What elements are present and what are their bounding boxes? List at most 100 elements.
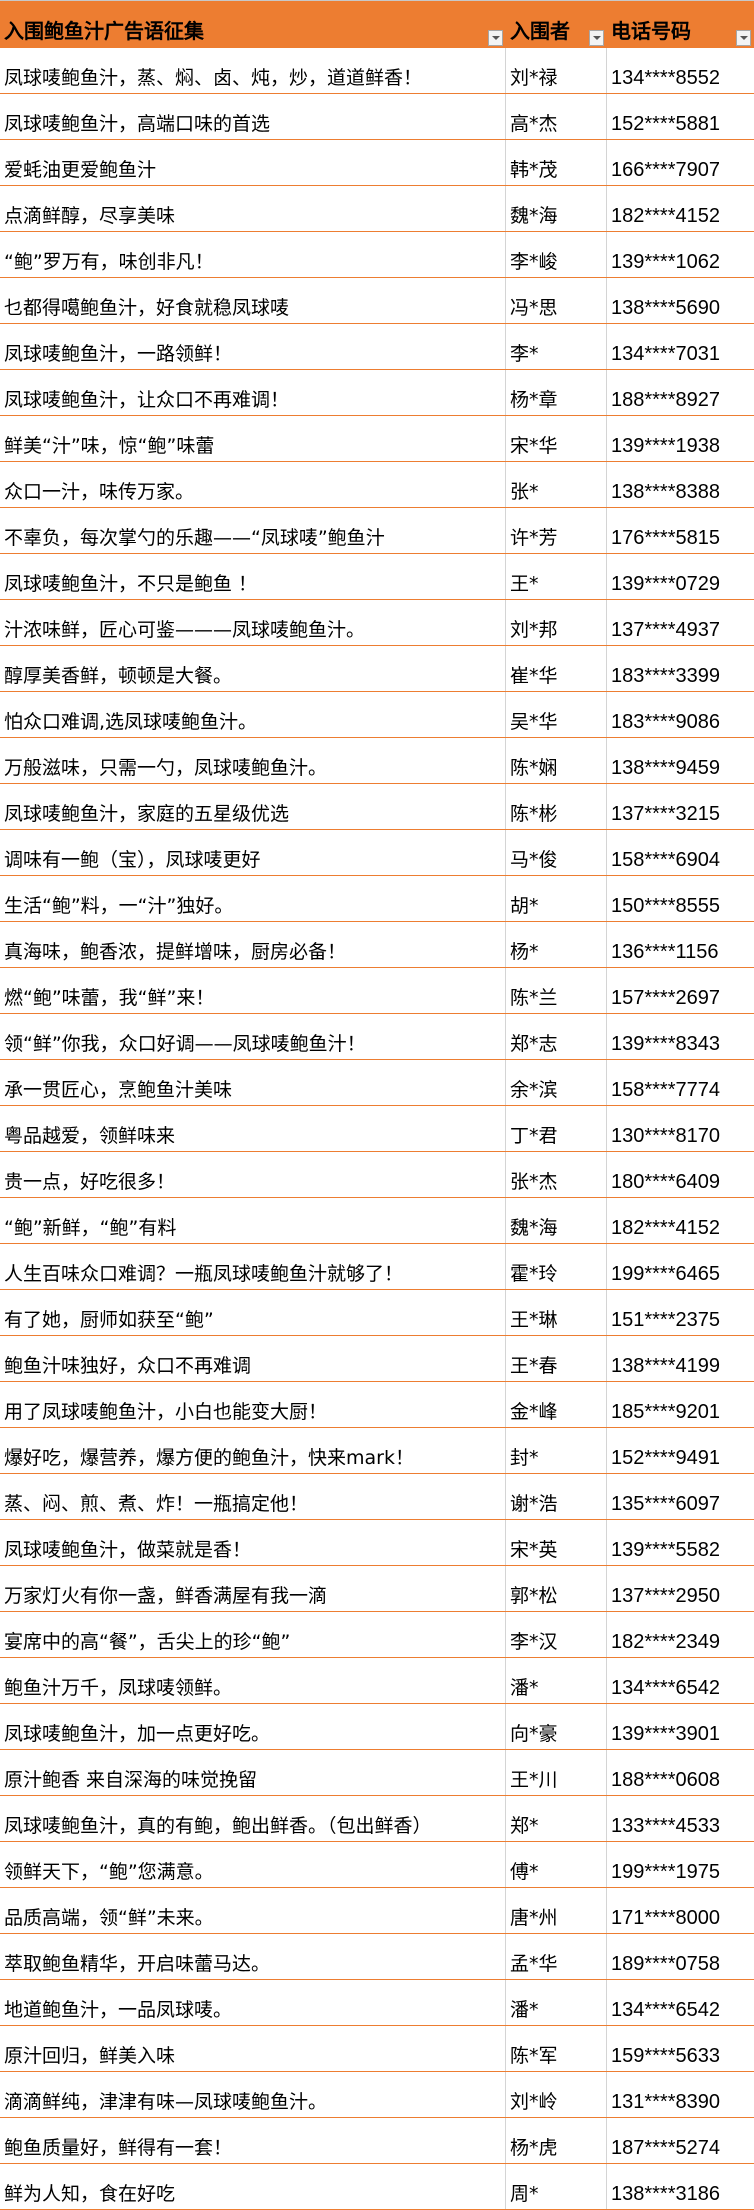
slogan-cell[interactable]: 领鲜天下，“鲍”您满意。 — [0, 1842, 506, 1887]
phone-cell[interactable]: 166****7907 — [611, 159, 720, 181]
slogan-cell[interactable]: 鲜为人知，食在好吃 — [0, 2164, 506, 2209]
finalist-cell[interactable]: 向*豪 — [506, 1704, 607, 1749]
finalist-cell[interactable]: 杨*章 — [506, 370, 607, 415]
finalist-cell[interactable]: 陈*彬 — [506, 784, 607, 829]
phone-cell[interactable]: 176****5815 — [611, 527, 720, 549]
header-cell-phone[interactable]: 电话号码 — [607, 1, 754, 48]
finalist-cell[interactable]: 韩*茂 — [506, 140, 607, 185]
slogan-cell[interactable]: 鲍鱼质量好，鲜得有一套！ — [0, 2118, 506, 2163]
phone-cell[interactable]: 182****4152 — [611, 1217, 720, 1239]
slogan-cell[interactable]: 有了她，厨师如获至“鲍” — [0, 1290, 506, 1335]
slogan-cell[interactable]: 用了凤球唛鲍鱼汁，小白也能变大厨！ — [0, 1382, 506, 1427]
finalist-cell[interactable]: 张*杰 — [506, 1152, 607, 1197]
slogan-cell[interactable]: 鲍鱼汁味独好，众口不再难调 — [0, 1336, 506, 1381]
slogan-cell[interactable]: 地道鲍鱼汁，一品凤球唛。 — [0, 1980, 506, 2025]
slogan-cell[interactable]: 爆好吃，爆营养，爆方便的鲍鱼汁，快来mark！ — [0, 1428, 506, 1473]
finalist-cell[interactable]: 王* — [506, 554, 607, 599]
phone-cell[interactable]: 152****9491 — [611, 1447, 720, 1469]
slogan-cell[interactable]: 汁浓味鲜，匠心可鉴———凤球唛鲍鱼汁。 — [0, 600, 506, 645]
finalist-cell[interactable]: 宋*华 — [506, 416, 607, 461]
slogan-cell[interactable]: 凤球唛鲍鱼汁，一路领鲜！ — [0, 324, 506, 369]
phone-cell[interactable]: 159****5633 — [611, 2045, 720, 2067]
finalist-cell[interactable]: 许*芳 — [506, 508, 607, 553]
finalist-cell[interactable]: 王*春 — [506, 1336, 607, 1381]
finalist-cell[interactable]: 霍*玲 — [506, 1244, 607, 1289]
dropdown-filter-icon[interactable] — [736, 30, 751, 46]
phone-cell[interactable]: 134****6542 — [611, 1999, 720, 2021]
slogan-cell[interactable]: 宴席中的高“餐”，舌尖上的珍“鲍” — [0, 1612, 506, 1657]
slogan-cell[interactable]: 人生百味众口难调？一瓶凤球唛鲍鱼汁就够了！ — [0, 1244, 506, 1289]
slogan-cell[interactable]: 凤球唛鲍鱼汁，高端口味的首选 — [0, 94, 506, 139]
phone-cell[interactable]: 158****7774 — [611, 1079, 720, 1101]
slogan-cell[interactable]: 原汁回归，鲜美入味 — [0, 2026, 506, 2071]
slogan-cell[interactable]: 众口一汁，味传万家。 — [0, 462, 506, 507]
finalist-cell[interactable]: 马*俊 — [506, 830, 607, 875]
finalist-cell[interactable]: 郑*志 — [506, 1014, 607, 1059]
phone-cell[interactable]: 171****8000 — [611, 1907, 720, 1929]
phone-cell[interactable]: 199****6465 — [611, 1263, 720, 1285]
slogan-cell[interactable]: 凤球唛鲍鱼汁，蒸、焖、卤、炖，炒，道道鲜香！ — [0, 48, 506, 93]
slogan-cell[interactable]: 不辜负，每次掌勺的乐趣——“凤球唛”鲍鱼汁 — [0, 508, 506, 553]
finalist-cell[interactable]: 张* — [506, 462, 607, 507]
phone-cell[interactable]: 151****2375 — [611, 1309, 720, 1331]
phone-cell[interactable]: 139****1938 — [611, 435, 720, 457]
phone-cell[interactable]: 138****9459 — [611, 757, 720, 779]
finalist-cell[interactable]: 郭*松 — [506, 1566, 607, 1611]
phone-cell[interactable]: 139****5582 — [611, 1539, 720, 1561]
slogan-cell[interactable]: 爱蚝油更爱鲍鱼汁 — [0, 140, 506, 185]
phone-cell[interactable]: 199****1975 — [611, 1861, 720, 1883]
phone-cell[interactable]: 183****3399 — [611, 665, 720, 687]
finalist-cell[interactable]: 唐*州 — [506, 1888, 607, 1933]
phone-cell[interactable]: 136****1156 — [611, 941, 719, 963]
finalist-cell[interactable]: 吴*华 — [506, 692, 607, 737]
finalist-cell[interactable]: 冯*思 — [506, 278, 607, 323]
slogan-cell[interactable]: 点滴鲜醇，尽享美味 — [0, 186, 506, 231]
finalist-cell[interactable]: 宋*英 — [506, 1520, 607, 1565]
finalist-cell[interactable]: 杨*虎 — [506, 2118, 607, 2163]
phone-cell[interactable]: 134****6542 — [611, 1677, 720, 1699]
slogan-cell[interactable]: 贵一点，好吃很多！ — [0, 1152, 506, 1197]
slogan-cell[interactable]: 万般滋味，只需一勺，凤球唛鲍鱼汁。 — [0, 738, 506, 783]
phone-cell[interactable]: 138****4199 — [611, 1355, 720, 1377]
finalist-cell[interactable]: 魏*海 — [506, 186, 607, 231]
phone-cell[interactable]: 138****3186 — [611, 2183, 720, 2205]
phone-cell[interactable]: 152****5881 — [611, 113, 720, 135]
slogan-cell[interactable]: 领“鲜”你我，众口好调——凤球唛鲍鱼汁！ — [0, 1014, 506, 1059]
finalist-cell[interactable]: 陈*娴 — [506, 738, 607, 783]
slogan-cell[interactable]: 凤球唛鲍鱼汁，真的有鲍，鲍出鲜香。（包出鲜香） — [0, 1796, 506, 1841]
slogan-cell[interactable]: 真海味，鲍香浓，提鲜增味，厨房必备！ — [0, 922, 506, 967]
phone-cell[interactable]: 139****8343 — [611, 1033, 720, 1055]
phone-cell[interactable]: 130****8170 — [611, 1125, 720, 1147]
phone-cell[interactable]: 131****8390 — [611, 2091, 720, 2113]
phone-cell[interactable]: 139****0729 — [611, 573, 720, 595]
finalist-cell[interactable]: 封* — [506, 1428, 607, 1473]
header-cell-finalist[interactable]: 入围者 — [506, 1, 607, 48]
slogan-cell[interactable]: 醇厚美香鲜，顿顿是大餐。 — [0, 646, 506, 691]
finalist-cell[interactable]: 潘* — [506, 1980, 607, 2025]
phone-cell[interactable]: 138****5690 — [611, 297, 720, 319]
slogan-cell[interactable]: 凤球唛鲍鱼汁，家庭的五星级优选 — [0, 784, 506, 829]
phone-cell[interactable]: 150****8555 — [611, 895, 720, 917]
finalist-cell[interactable]: 陈*兰 — [506, 968, 607, 1013]
phone-cell[interactable]: 180****6409 — [611, 1171, 720, 1193]
finalist-cell[interactable]: 刘*邦 — [506, 600, 607, 645]
phone-cell[interactable]: 188****8927 — [611, 389, 720, 411]
slogan-cell[interactable]: 萃取鲍鱼精华，开启味蕾马达。 — [0, 1934, 506, 1979]
phone-cell[interactable]: 135****6097 — [611, 1493, 720, 1515]
slogan-cell[interactable]: 燃“鲍”味蕾，我“鲜”来！ — [0, 968, 506, 1013]
slogan-cell[interactable]: 鲍鱼汁万千，凤球唛领鲜。 — [0, 1658, 506, 1703]
finalist-cell[interactable]: 李*峻 — [506, 232, 607, 277]
finalist-cell[interactable]: 金*峰 — [506, 1382, 607, 1427]
finalist-cell[interactable]: 孟*华 — [506, 1934, 607, 1979]
slogan-cell[interactable]: 万家灯火有你一盏，鲜香满屋有我一滴 — [0, 1566, 506, 1611]
phone-cell[interactable]: 139****1062 — [611, 251, 720, 273]
finalist-cell[interactable]: 刘*岭 — [506, 2072, 607, 2117]
finalist-cell[interactable]: 崔*华 — [506, 646, 607, 691]
phone-cell[interactable]: 134****8552 — [611, 67, 720, 89]
slogan-cell[interactable]: 蒸、闷、煎、煮、炸！一瓶搞定他！ — [0, 1474, 506, 1519]
finalist-cell[interactable]: 谢*浩 — [506, 1474, 607, 1519]
phone-cell[interactable]: 134****7031 — [611, 343, 720, 365]
finalist-cell[interactable]: 丁*君 — [506, 1106, 607, 1151]
finalist-cell[interactable]: 高*杰 — [506, 94, 607, 139]
header-cell-slogan[interactable]: 入围鲍鱼汁广告语征集 — [0, 1, 506, 48]
